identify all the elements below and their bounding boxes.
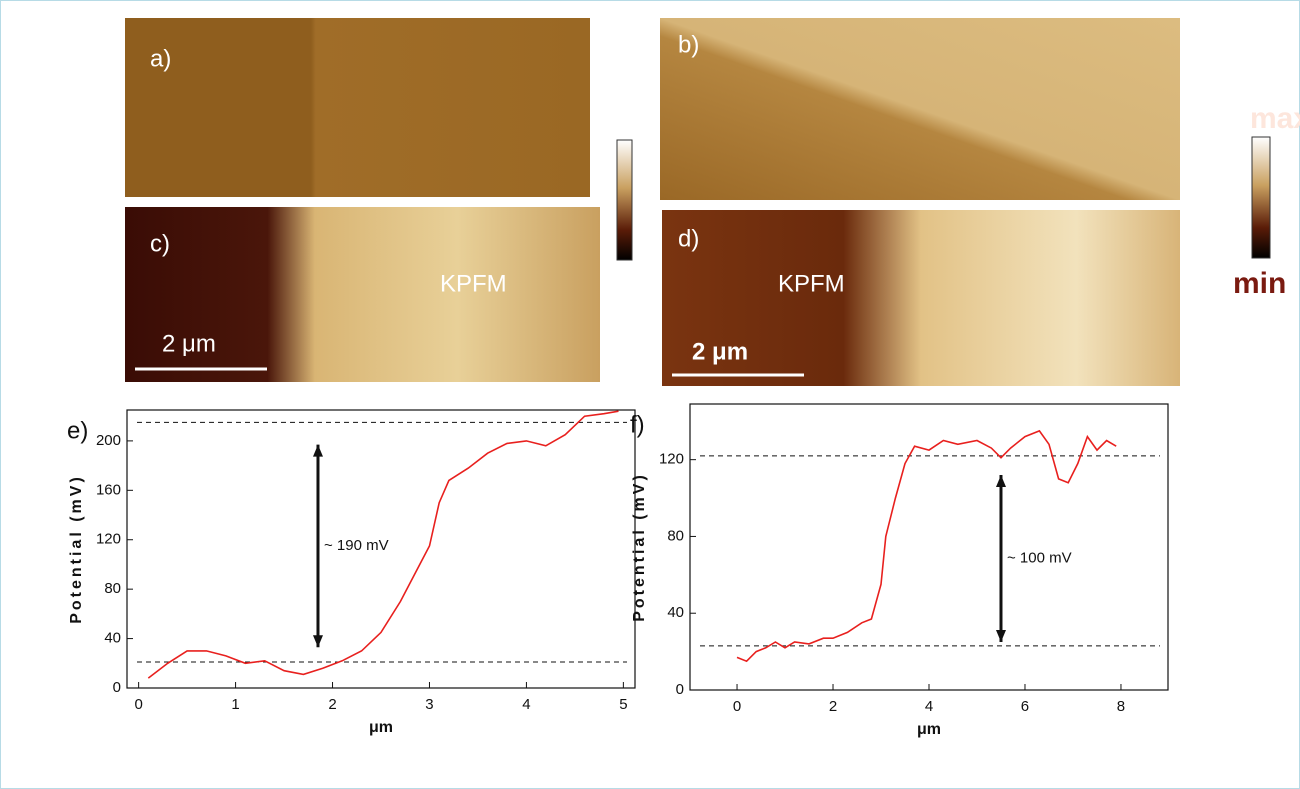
y-tick-label: 0 <box>113 679 121 696</box>
image-d <box>662 210 1180 386</box>
y-tick-label: 0 <box>676 681 684 698</box>
panel-label: b) <box>678 31 699 58</box>
image-a <box>125 18 590 197</box>
x-tick-label: 0 <box>134 696 142 713</box>
arrow-head <box>995 475 1006 488</box>
x-tick-label: 1 <box>231 696 239 713</box>
y-axis-title: Potential (mV) <box>68 474 85 624</box>
panel-label: d) <box>678 225 699 252</box>
colorbar <box>616 139 633 261</box>
y-axis-title: Potential (mV) <box>631 472 648 622</box>
x-tick-label: 3 <box>425 696 433 713</box>
annotation: ~ 190 mV <box>324 537 389 554</box>
x-tick-label: 0 <box>733 698 741 715</box>
colorbar-min: min <box>1233 267 1286 300</box>
x-tick-label: 2 <box>829 698 837 715</box>
image-b <box>660 18 1180 200</box>
image-c <box>125 207 600 382</box>
y-tick-label: 200 <box>96 432 121 449</box>
scale-label: 2 μm <box>692 338 748 365</box>
x-tick-label: 6 <box>1021 698 1029 715</box>
y-tick-label: 80 <box>104 580 121 597</box>
x-tick-label: 4 <box>522 696 530 713</box>
panel-label: a) <box>150 45 171 72</box>
panel-label: c) <box>150 230 170 257</box>
y-tick-label: 120 <box>96 531 121 548</box>
y-tick-label: 40 <box>104 630 121 647</box>
panel-label: f) <box>630 411 645 438</box>
data-line <box>147 410 619 679</box>
annotation: ~ 100 mV <box>1007 549 1072 566</box>
y-tick-label: 80 <box>667 527 684 544</box>
mode-label: KPFM <box>778 270 845 297</box>
scale-label: 2 μm <box>162 330 216 357</box>
panel-label: e) <box>67 417 88 444</box>
plot-frame <box>689 403 1169 691</box>
data-line <box>736 429 1117 663</box>
y-tick-label: 120 <box>659 451 684 468</box>
x-tick-label: 5 <box>619 696 627 713</box>
colorbar-max: max <box>1250 102 1300 135</box>
x-axis-title: μm <box>369 719 393 736</box>
x-tick-label: 8 <box>1117 698 1125 715</box>
plot-frame <box>126 409 636 689</box>
arrow-head <box>312 635 323 648</box>
y-tick-label: 40 <box>667 604 684 621</box>
colorbar <box>1251 136 1271 259</box>
x-axis-title: μm <box>917 721 941 738</box>
arrow-head <box>312 444 323 457</box>
arrow-head <box>995 630 1006 643</box>
y-tick-label: 160 <box>96 481 121 498</box>
x-tick-label: 4 <box>925 698 933 715</box>
mode-label: KPFM <box>440 270 507 297</box>
x-tick-label: 2 <box>328 696 336 713</box>
